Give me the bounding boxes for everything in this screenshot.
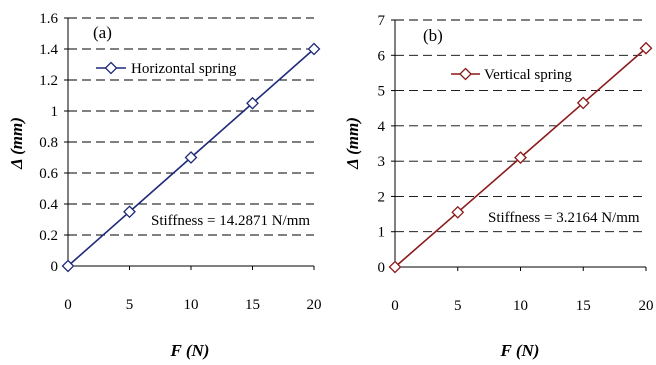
x-tick-label: 5 [454, 298, 462, 314]
x-tick-label: 5 [126, 297, 134, 313]
stiffness-annotation: Stiffness = 3.2164 N/mm [488, 210, 640, 226]
x-axis-label: F (N) [170, 341, 210, 360]
x-axis-label: F (N) [500, 341, 540, 360]
y-tick-label: 0.6 [39, 166, 58, 182]
y-tick-label: 1 [378, 225, 386, 241]
data-point [576, 96, 590, 110]
legend-swatch-marker [459, 67, 472, 81]
data-point [514, 151, 527, 165]
data-point [451, 205, 465, 219]
legend-swatch-marker [104, 61, 118, 75]
y-tick-label: 0 [51, 259, 59, 275]
y-tick-label: 0.4 [39, 197, 58, 213]
x-tick-label: 0 [64, 297, 72, 313]
data-point [184, 151, 198, 164]
y-tick-label: 5 [378, 84, 386, 100]
x-tick-label: 0 [391, 298, 399, 314]
data-point [61, 259, 75, 273]
legend-label: Horizontal spring [131, 61, 237, 77]
x-tick-label: 10 [513, 298, 528, 314]
data-point [123, 205, 136, 219]
y-tick-label: 1 [51, 104, 59, 120]
data-point [639, 41, 653, 55]
y-tick-label: 7 [378, 13, 386, 29]
y-tick-label: 1.6 [39, 11, 58, 27]
x-tick-label: 15 [576, 298, 591, 314]
y-tick-label: 2 [378, 189, 386, 205]
y-axis-label: Δ (mm) [7, 117, 26, 170]
chart-panel-a: 0 0.2 0.4 0.6 0.8 1 1.2 1.4 1.6 0 5 10 15 20 F (N) Δ (m… [7, 11, 322, 360]
chart-panel-b: 0 1 2 3 4 5 6 7 0 5 10 15 20 F (N) Δ (mm) (b) Vertical s… [343, 13, 654, 360]
y-tick-label: 0.2 [39, 228, 58, 244]
x-tick-label: 15 [245, 297, 260, 313]
y-axis-label: Δ (mm) [343, 117, 362, 170]
y-tick-label: 1.4 [39, 42, 58, 58]
y-tick-label: 0.8 [39, 135, 58, 151]
stiffness-annotation: Stiffness = 14.2871 N/mm [151, 213, 310, 229]
y-tick-label: 4 [378, 119, 386, 135]
data-point [246, 96, 259, 110]
y-tick-label: 3 [378, 154, 386, 170]
panel-label: (b) [423, 26, 443, 45]
y-tick-label: 1.2 [39, 73, 58, 89]
data-point [388, 260, 402, 274]
x-tick-label: 10 [184, 297, 199, 313]
y-tick-label: 6 [378, 48, 386, 64]
x-tick-label: 20 [639, 298, 654, 314]
legend-label: Vertical spring [484, 67, 572, 83]
x-tick-label: 20 [307, 297, 322, 313]
y-tick-label: 0 [378, 260, 386, 276]
data-point [307, 42, 321, 56]
panel-label: (a) [93, 23, 112, 42]
